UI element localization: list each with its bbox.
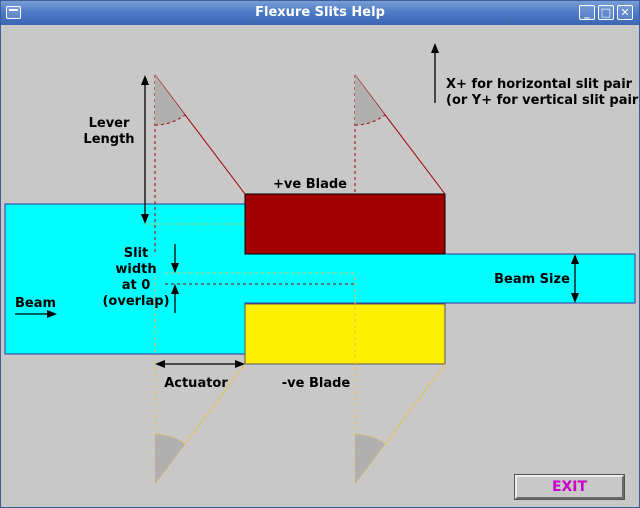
positive-lever-right bbox=[354, 74, 446, 254]
lever-length-label-2: Length bbox=[83, 132, 134, 147]
slit-width-label-3: at 0 bbox=[122, 278, 151, 293]
reference-lines bbox=[145, 223, 355, 285]
actuator-label: Actuator bbox=[164, 376, 228, 391]
title-bar[interactable]: Flexure Slits Help _ □ ✕ bbox=[1, 1, 639, 25]
positive-blade bbox=[244, 193, 446, 255]
window-title: Flexure Slits Help bbox=[255, 5, 385, 20]
axis-direction-arrow bbox=[431, 43, 439, 103]
minimize-icon[interactable]: _ bbox=[579, 5, 595, 20]
slit-width-label-4: (overlap) bbox=[102, 294, 169, 309]
axis-label-1: X+ for horizontal slit pair bbox=[446, 77, 633, 92]
lever-length-arrow bbox=[141, 75, 149, 224]
close-icon[interactable]: ✕ bbox=[617, 5, 633, 20]
axis-label-2: (or Y+ for vertical slit pair) bbox=[446, 93, 640, 108]
beam-size-arrow bbox=[571, 254, 579, 303]
actuator-arrow bbox=[155, 360, 245, 368]
lever-length-label-1: Lever bbox=[89, 116, 130, 131]
slit-width-label-1: Slit bbox=[124, 246, 149, 261]
negative-blade bbox=[244, 303, 446, 365]
positive-blade-label: +ve Blade bbox=[273, 177, 347, 192]
negative-blade-label: -ve Blade bbox=[282, 376, 351, 391]
negative-lever-right bbox=[354, 273, 446, 485]
slit-width-label-2: width bbox=[115, 262, 156, 277]
beam-size-label: Beam Size bbox=[494, 272, 570, 287]
exit-button[interactable]: EXIT bbox=[514, 474, 625, 500]
slit-width-arrow bbox=[171, 244, 179, 313]
positive-lever-left bbox=[154, 74, 246, 254]
beam-direction-arrow bbox=[15, 310, 57, 318]
window-menu-icon[interactable] bbox=[6, 6, 21, 19]
maximize-icon[interactable]: □ bbox=[598, 5, 614, 20]
negative-lever-left bbox=[154, 273, 246, 485]
beam-label: Beam bbox=[15, 296, 56, 311]
